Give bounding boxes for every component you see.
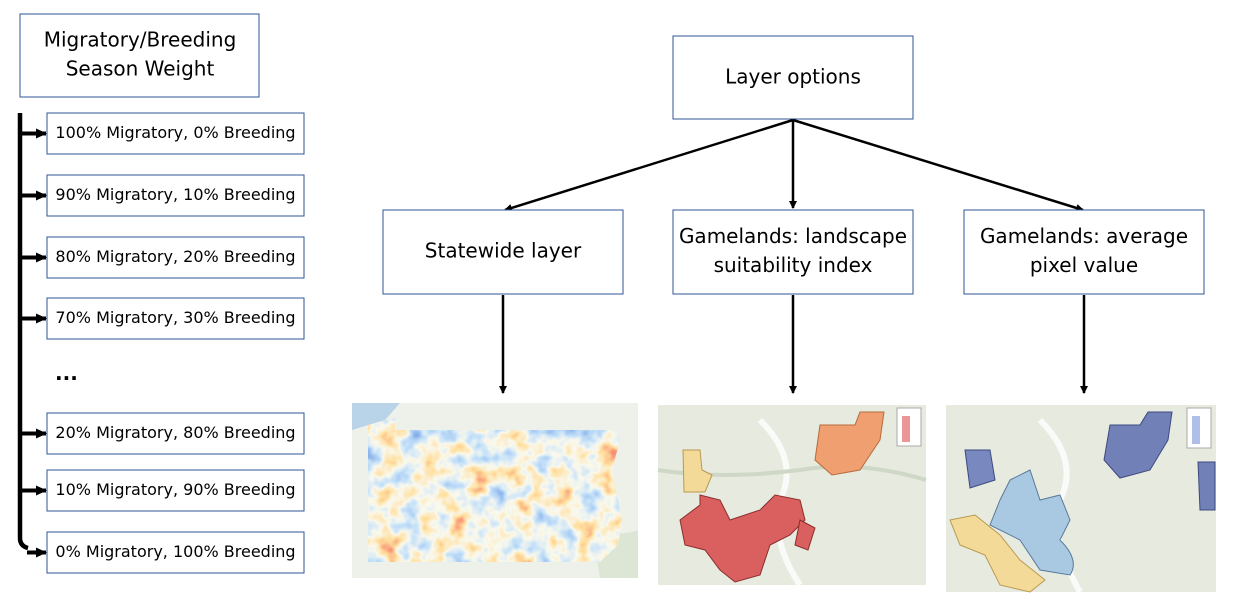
weight-option-box (46, 469, 305, 512)
weight-option-box (46, 236, 305, 279)
ellipsis: ... (55, 361, 78, 385)
layer-options-title: Layer options (725, 65, 861, 89)
weight-title: Season Weight (66, 57, 215, 81)
layer-options-box (672, 35, 914, 120)
weight-option-box (46, 174, 305, 217)
weight-option-label: 0% Migratory, 100% Breeding (55, 542, 295, 561)
gamelands-lsi-map (657, 405, 927, 587)
layer-label: Statewide layer (425, 239, 582, 263)
weight-option-label: 90% Migratory, 10% Breeding (55, 185, 295, 204)
layer-label: Gamelands: average (980, 224, 1188, 248)
spine (17, 113, 29, 551)
weight-option-box (46, 112, 305, 155)
gamelands-apv-map (946, 405, 1216, 594)
weight-option-label: 10% Migratory, 90% Breeding (55, 480, 295, 499)
weight-box (19, 13, 260, 98)
weight-option-label: 100% Migratory, 0% Breeding (55, 123, 295, 142)
weight-option-box (46, 531, 305, 574)
weight-option-label: 70% Migratory, 30% Breeding (55, 308, 295, 327)
weight-option-box (46, 297, 305, 340)
statewide-map (352, 403, 638, 578)
weight-option-label: 80% Migratory, 20% Breeding (55, 247, 295, 266)
layer-label: suitability index (714, 253, 873, 277)
layer-box (963, 209, 1205, 295)
connector (504, 118, 794, 212)
layer-box (382, 209, 624, 295)
connector (792, 118, 1084, 212)
layer-label: pixel value (1030, 253, 1138, 277)
layer-label: Gamelands: landscape (679, 224, 907, 248)
weight-option-box (46, 412, 305, 455)
weight-option-label: 20% Migratory, 80% Breeding (55, 423, 295, 442)
weight-title: Migratory/Breeding (44, 28, 237, 52)
layer-box (672, 209, 914, 295)
